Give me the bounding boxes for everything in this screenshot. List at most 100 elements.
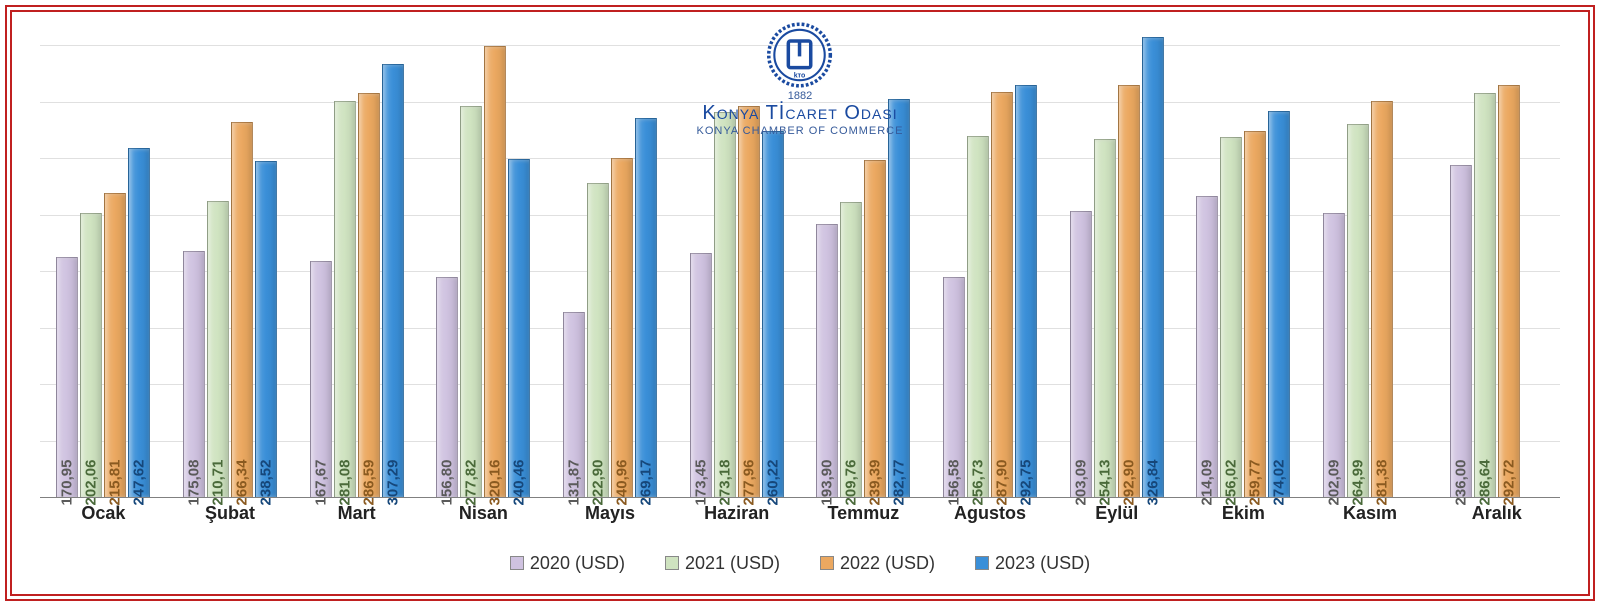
- bar: 292,72: [1498, 85, 1520, 498]
- bar-group: 156,58256,73287,90292,75: [927, 18, 1054, 498]
- bar-group: 156,80277,82320,16240,46: [420, 18, 547, 498]
- bar-group: 202,09264,99281,38: [1307, 18, 1434, 498]
- bar: 277,82: [460, 106, 482, 498]
- bar: 202,09: [1323, 213, 1345, 498]
- legend-label: 2023 (USD): [995, 553, 1090, 574]
- legend-label: 2022 (USD): [840, 553, 935, 574]
- bar: 281,38: [1371, 101, 1393, 498]
- bar-value-label: 238,52: [258, 460, 275, 506]
- category-label: Ocak: [40, 503, 167, 533]
- bar-value-label: 156,80: [439, 460, 456, 506]
- bar: 254,13: [1094, 139, 1116, 498]
- bar-group: 173,45273,18277,96260,22: [673, 18, 800, 498]
- bar: 277,96: [738, 106, 760, 498]
- bar: 307,29: [382, 64, 404, 498]
- bar: 167,67: [310, 261, 332, 498]
- bar: 210,71: [207, 201, 229, 498]
- bar: 269,17: [635, 118, 657, 498]
- bar-value-label: 286,59: [360, 460, 377, 506]
- bar-value-label: 167,67: [312, 460, 329, 506]
- bar-value-label: 281,38: [1374, 460, 1391, 506]
- bar-value-label: 277,82: [463, 460, 480, 506]
- bar-value-label: 209,76: [843, 460, 860, 506]
- bar: 209,76: [840, 202, 862, 498]
- bar: 240,96: [611, 158, 633, 498]
- bar-group: 170,95202,06215,81247,62: [40, 18, 167, 498]
- bar-group: 193,90209,76239,39282,77: [800, 18, 927, 498]
- bar-value-label: 259,77: [1247, 460, 1264, 506]
- bar: 287,90: [991, 92, 1013, 498]
- bar: 239,39: [864, 160, 886, 498]
- bar: 240,46: [508, 159, 530, 498]
- bar-value-label: 210,71: [210, 460, 227, 506]
- bar-value-label: 215,81: [107, 460, 124, 506]
- bar: 156,58: [943, 277, 965, 498]
- bar-value-label: 202,09: [1326, 460, 1343, 506]
- bar: 259,77: [1244, 131, 1266, 498]
- bar: 222,90: [587, 183, 609, 498]
- bar-value-label: 326,84: [1144, 460, 1161, 506]
- bar: 286,59: [358, 93, 380, 498]
- bar: 131,87: [563, 312, 585, 498]
- bar: 282,77: [888, 99, 910, 498]
- bar-group: 203,09254,13292,90326,84: [1053, 18, 1180, 498]
- category-label: Ekim: [1180, 503, 1307, 533]
- bar-value-label: 240,96: [614, 460, 631, 506]
- legend-label: 2021 (USD): [685, 553, 780, 574]
- category-label: Haziran: [673, 503, 800, 533]
- bar: 256,73: [967, 136, 989, 498]
- bar: 286,64: [1474, 93, 1496, 498]
- bar: 238,52: [255, 161, 277, 498]
- category-label: Şubat: [167, 503, 294, 533]
- category-label: Mart: [293, 503, 420, 533]
- bar: 170,95: [56, 257, 78, 498]
- legend-item: 2022 (USD): [820, 553, 935, 574]
- bar-value-label: 307,29: [384, 460, 401, 506]
- bar-value-label: 202,06: [83, 460, 100, 506]
- bar: 202,06: [80, 213, 102, 498]
- legend-label: 2020 (USD): [530, 553, 625, 574]
- bar-value-label: 320,16: [487, 460, 504, 506]
- x-axis: [40, 497, 1560, 498]
- bar-value-label: 282,77: [891, 460, 908, 506]
- category-label: Kasım: [1307, 503, 1434, 533]
- legend: 2020 (USD) 2021 (USD) 2022 (USD) 2023 (USD): [20, 548, 1580, 578]
- bar-value-label: 256,02: [1223, 460, 1240, 506]
- bar: 264,99: [1347, 124, 1369, 498]
- category-label: Temmuz: [800, 503, 927, 533]
- category-label: Agustos: [927, 503, 1054, 533]
- bar-value-label: 156,58: [946, 460, 963, 506]
- bar-value-label: 131,87: [566, 460, 583, 506]
- bar-groups: 170,95202,06215,81247,62175,08210,71266,…: [40, 18, 1560, 498]
- category-label: Aralık: [1433, 503, 1560, 533]
- bar: 274,02: [1268, 111, 1290, 498]
- bar-value-label: 175,08: [186, 460, 203, 506]
- legend-item: 2020 (USD): [510, 553, 625, 574]
- bar-group: 175,08210,71266,34238,52: [167, 18, 294, 498]
- bar-value-label: 264,99: [1350, 460, 1367, 506]
- bar-group: 131,87222,90240,96269,17: [547, 18, 674, 498]
- legend-swatch: [820, 556, 834, 570]
- legend-item: 2021 (USD): [665, 553, 780, 574]
- bar-value-label: 292,72: [1500, 460, 1517, 506]
- bar: 326,84: [1142, 37, 1164, 498]
- bar-group: 214,09256,02259,77274,02: [1180, 18, 1307, 498]
- category-label: Eylül: [1053, 503, 1180, 533]
- bar-value-label: 193,90: [819, 460, 836, 506]
- bar-value-label: 287,90: [994, 460, 1011, 506]
- bar-value-label: 286,64: [1476, 460, 1493, 506]
- bar-value-label: 173,45: [692, 460, 709, 506]
- legend-swatch: [510, 556, 524, 570]
- plot-area: 170,95202,06215,81247,62175,08210,71266,…: [40, 18, 1560, 498]
- bar-value-label: 292,75: [1018, 460, 1035, 506]
- bar-value-label: 292,90: [1120, 460, 1137, 506]
- legend-swatch: [665, 556, 679, 570]
- bar-value-label: 170,95: [59, 460, 76, 506]
- bar-value-label: 277,96: [740, 460, 757, 506]
- bar: 260,22: [762, 131, 784, 498]
- bar: 273,18: [714, 112, 736, 498]
- bar-value-label: 260,22: [764, 460, 781, 506]
- bar-value-label: 239,39: [867, 460, 884, 506]
- legend-swatch: [975, 556, 989, 570]
- bar: 193,90: [816, 224, 838, 498]
